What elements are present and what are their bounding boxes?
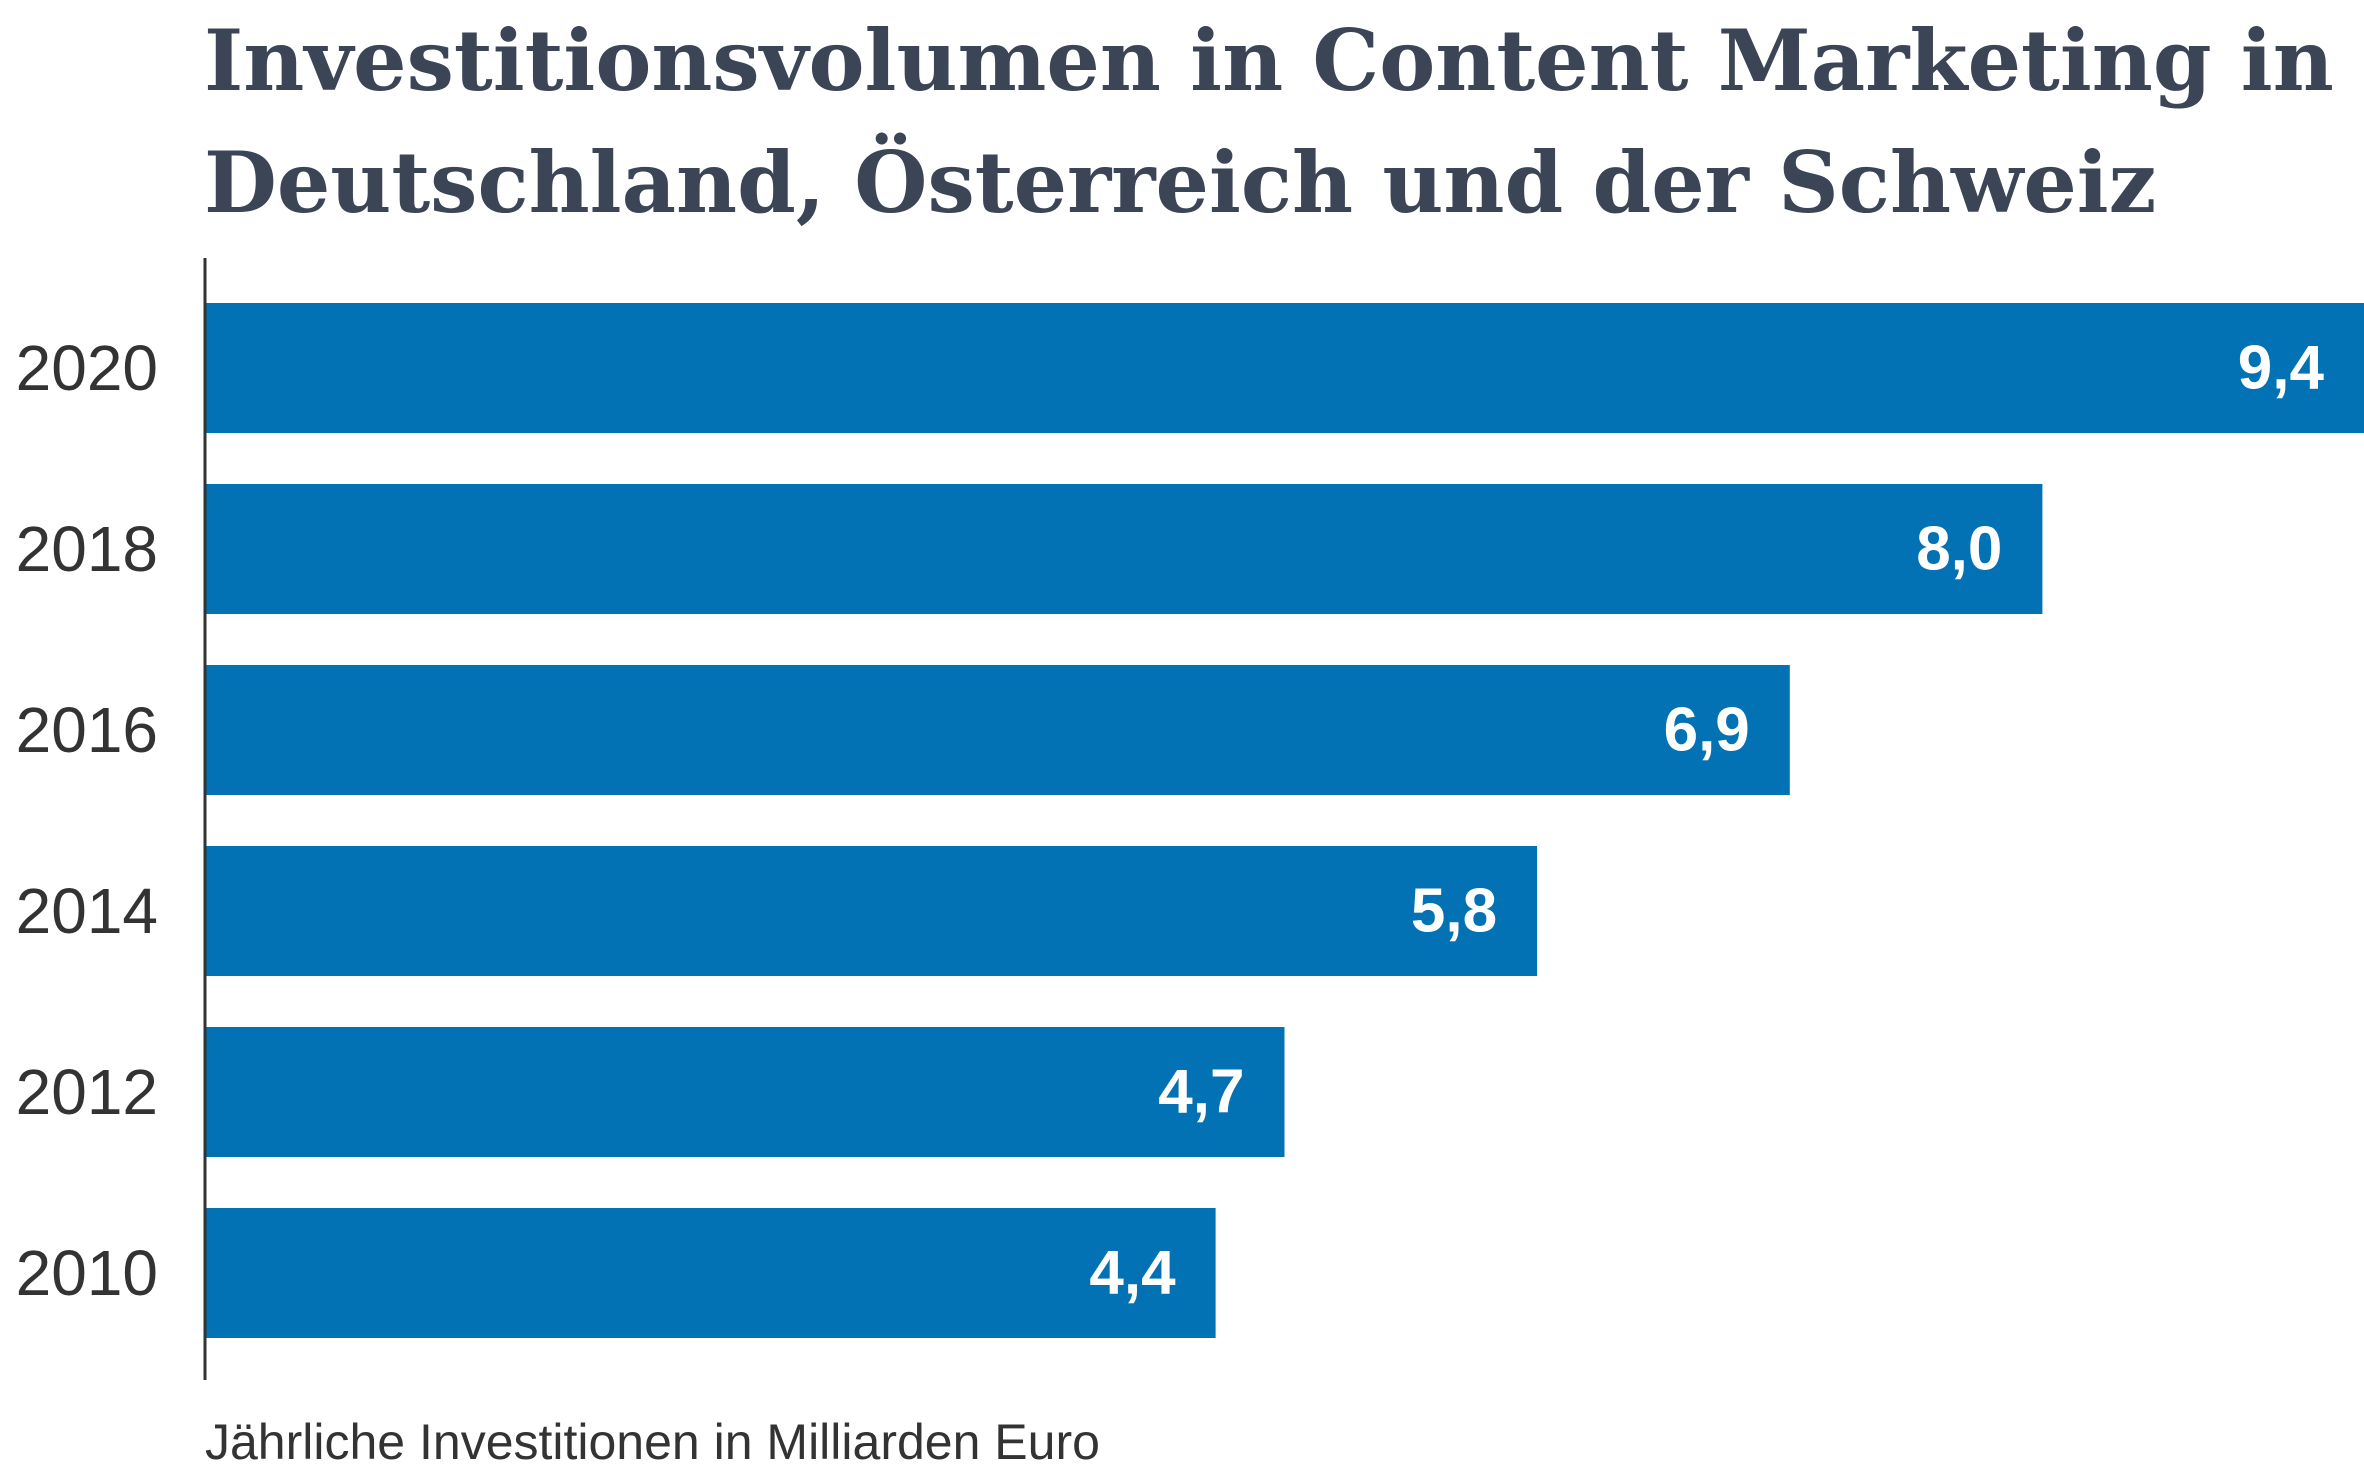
- category-label-2018: 2018: [16, 513, 158, 585]
- bar-2020: [205, 303, 2364, 433]
- chart-title-line-1: Investitionsvolumen in Content Marketing…: [204, 11, 2334, 110]
- bar-2010: [205, 1208, 1216, 1338]
- category-label-2012: 2012: [16, 1056, 158, 1128]
- value-label-2012: 4,7: [1158, 1058, 1244, 1127]
- category-label-2010: 2010: [16, 1237, 158, 1309]
- chart-title-line-2: Deutschland, Österreich und der Schweiz: [204, 133, 2157, 232]
- value-label-2018: 8,0: [1916, 515, 2002, 584]
- category-label-2014: 2014: [16, 875, 158, 947]
- chart-title: Investitionsvolumen in Content Marketing…: [204, 0, 2334, 244]
- chart-footnote: Jährliche Investitionen in Milliarden Eu…: [205, 1414, 1100, 1470]
- value-label-2016: 6,9: [1664, 696, 1750, 765]
- category-label-2020: 2020: [16, 332, 158, 404]
- value-label-2014: 5,8: [1411, 877, 1497, 946]
- category-labels-group: 2020 2018 2016 2014 2012 2010: [16, 332, 158, 1309]
- value-labels-group: 9,4 8,0 6,9 5,8 4,7 4,4: [1089, 334, 2324, 1308]
- category-label-2016: 2016: [16, 694, 158, 766]
- bar-2014: [205, 846, 1538, 976]
- value-label-2010: 4,4: [1089, 1239, 1176, 1308]
- value-label-2020: 9,4: [2238, 334, 2325, 403]
- bar-2018: [205, 484, 2043, 614]
- bar-2012: [205, 1027, 1285, 1157]
- bars-group: [205, 303, 2364, 1338]
- bar-2016: [205, 665, 1790, 795]
